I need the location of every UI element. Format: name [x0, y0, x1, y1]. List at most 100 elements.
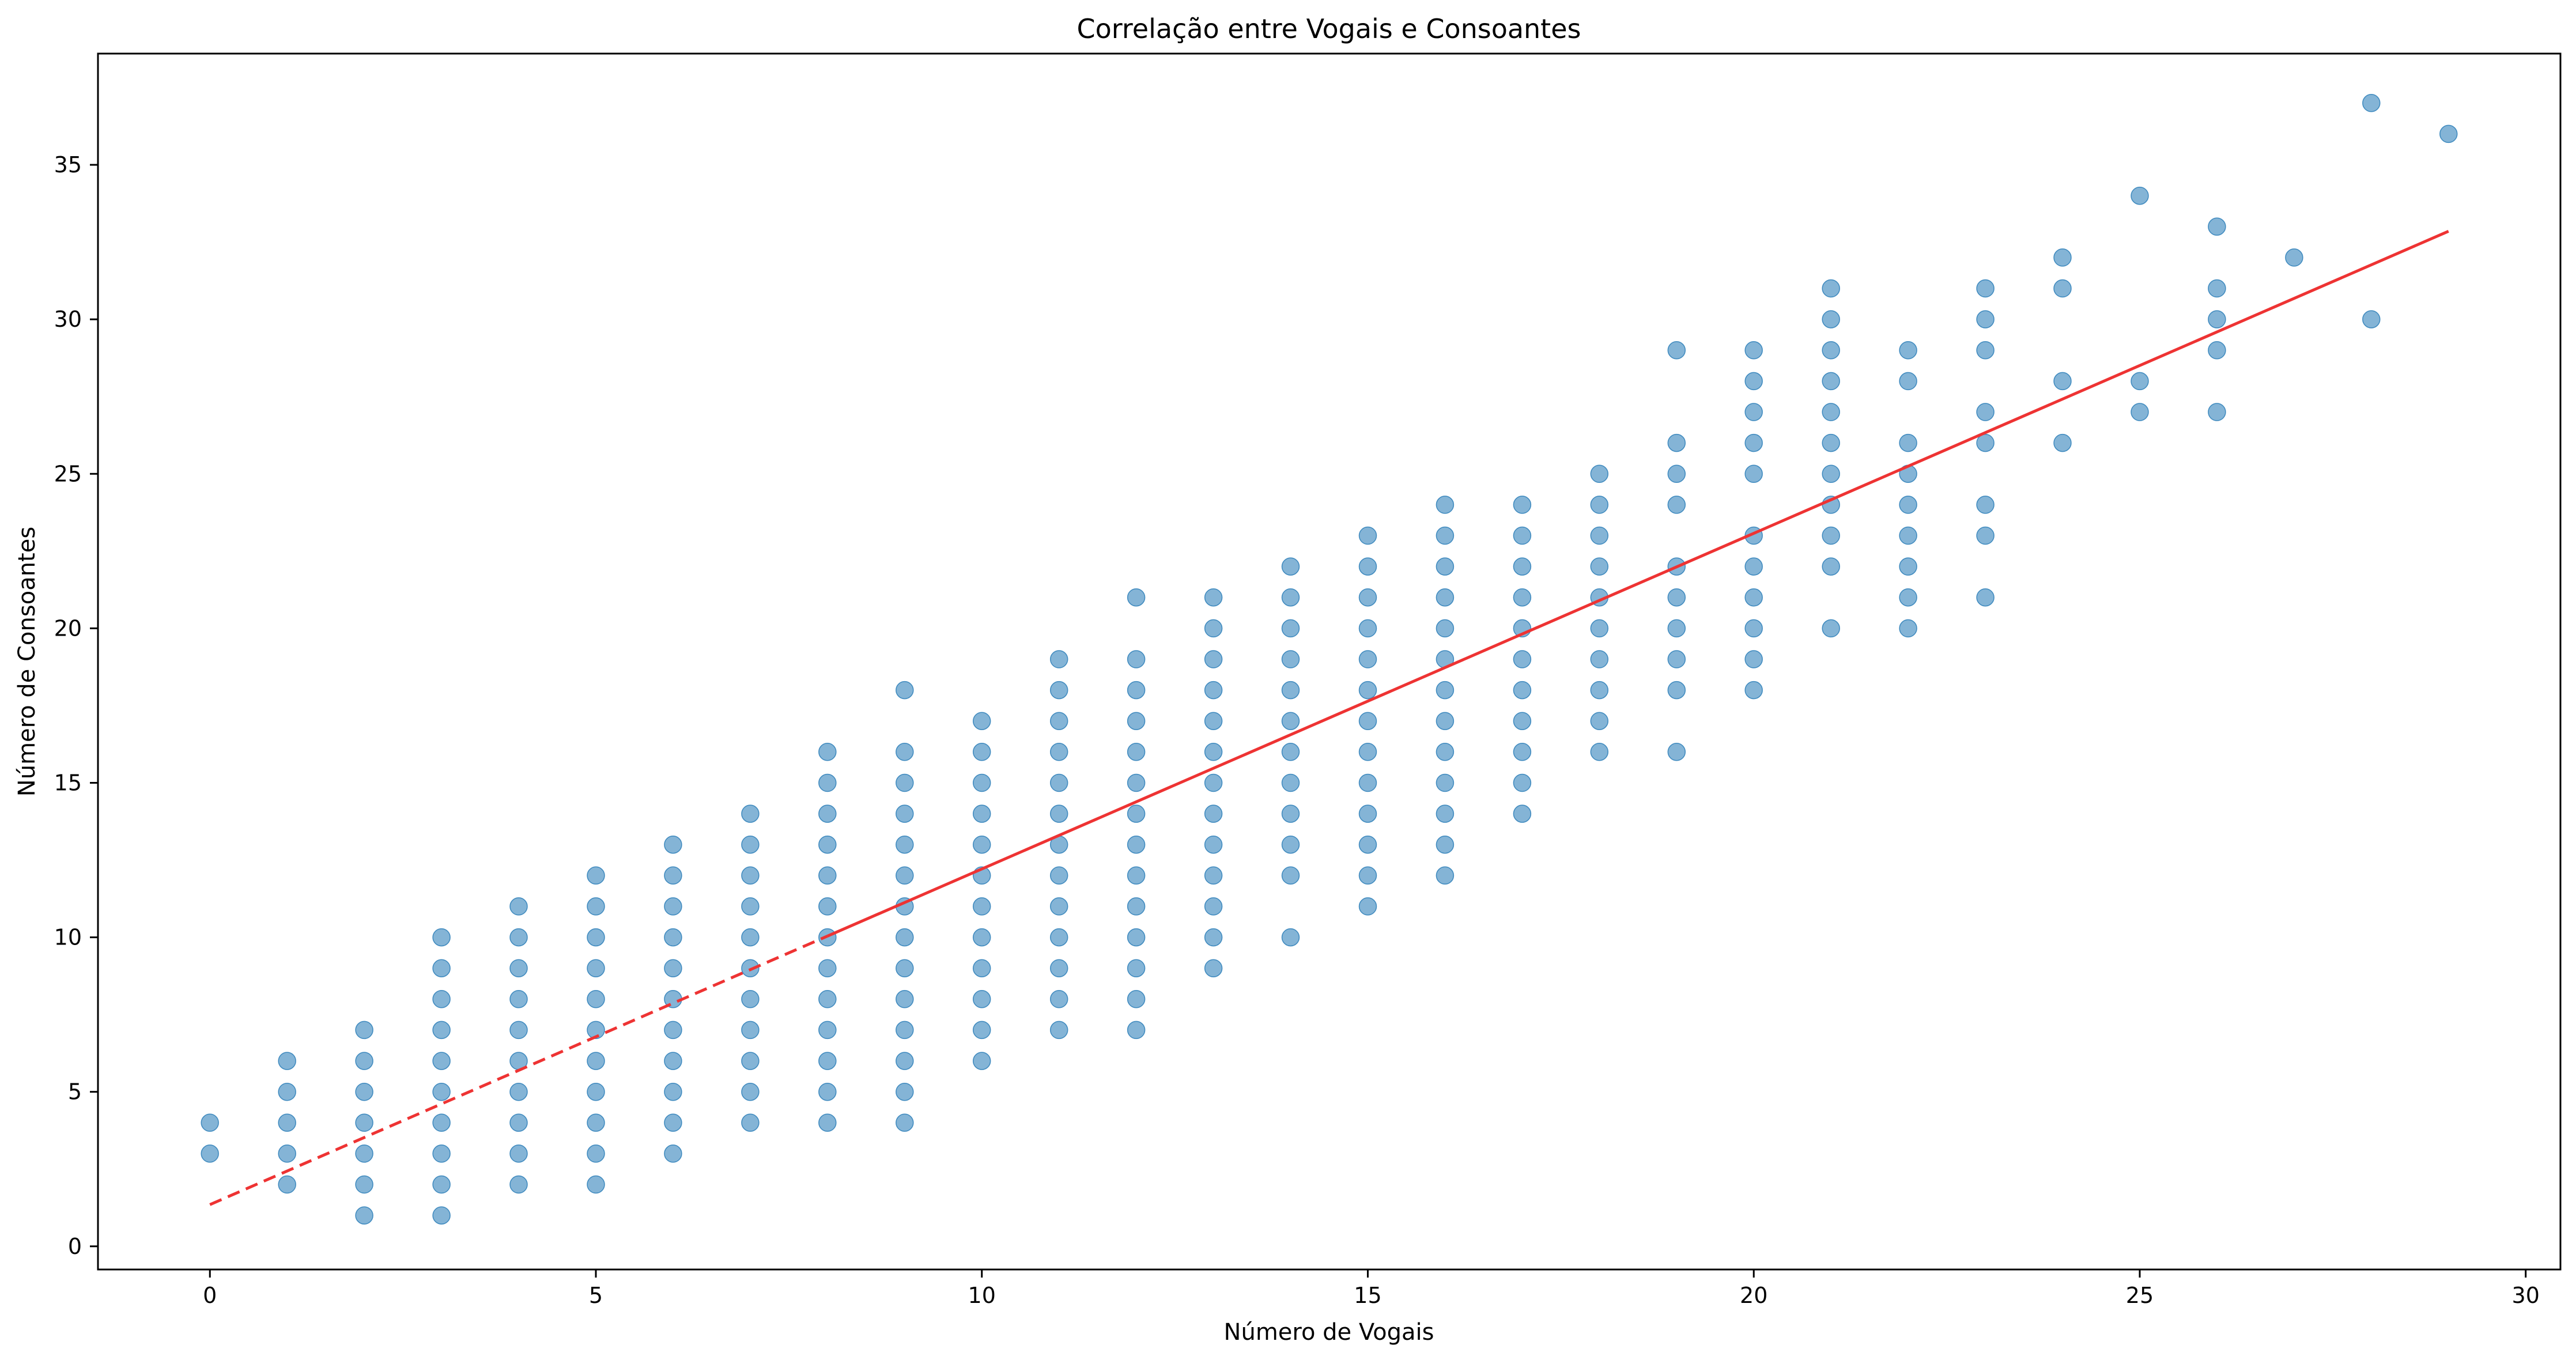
data-point: [201, 1144, 219, 1163]
data-point: [1899, 526, 1917, 545]
data-point: [278, 1082, 296, 1101]
data-point: [587, 866, 605, 885]
data-point: [1049, 650, 1068, 668]
data-point: [1204, 588, 1223, 607]
data-point: [1204, 959, 1223, 977]
data-point: [972, 1021, 991, 1040]
data-point: [1899, 588, 1917, 607]
data-point: [1976, 433, 1995, 452]
data-point: [1822, 557, 1840, 576]
data-point: [432, 1144, 451, 1163]
data-point: [587, 959, 605, 977]
data-point: [1049, 866, 1068, 885]
data-point: [509, 1113, 528, 1132]
data-point: [2208, 403, 2226, 421]
x-tick-label: 10: [968, 1283, 996, 1308]
data-point: [1513, 743, 1532, 761]
data-point: [587, 1082, 605, 1101]
data-point: [1513, 804, 1532, 823]
data-point: [1281, 588, 1300, 607]
data-point: [1590, 557, 1609, 576]
data-point: [1436, 712, 1455, 730]
data-point: [664, 1082, 682, 1101]
data-point: [1358, 526, 1377, 545]
data-point: [509, 1144, 528, 1163]
data-point: [1744, 557, 1763, 576]
data-point: [1667, 619, 1686, 638]
data-point: [1281, 650, 1300, 668]
x-tick-label: 25: [2126, 1283, 2154, 1308]
data-point: [278, 1052, 296, 1070]
data-point: [1204, 619, 1223, 638]
data-point: [1204, 743, 1223, 761]
data-point: [1127, 959, 1146, 977]
data-point: [587, 1113, 605, 1132]
data-point: [1127, 650, 1146, 668]
data-point: [1204, 804, 1223, 823]
data-point: [1822, 403, 1840, 421]
data-point: [278, 1144, 296, 1163]
x-tick-label: 0: [203, 1283, 217, 1308]
data-point: [1899, 433, 1917, 452]
data-point: [664, 897, 682, 916]
data-point: [1590, 619, 1609, 638]
data-point: [1822, 526, 1840, 545]
data-point: [1822, 433, 1840, 452]
data-point: [509, 1021, 528, 1040]
data-point: [818, 959, 837, 977]
data-point: [2053, 248, 2072, 267]
data-point: [972, 897, 991, 916]
data-point: [1358, 835, 1377, 854]
data-point: [1049, 897, 1068, 916]
data-point: [1744, 341, 1763, 360]
x-axis-ticks: 0 5 10 15 20 25 30: [203, 1269, 2540, 1308]
data-point: [1513, 496, 1532, 514]
data-point: [509, 1175, 528, 1194]
data-point: [2208, 279, 2226, 298]
data-point: [896, 1052, 914, 1070]
data-point: [587, 897, 605, 916]
data-point: [1822, 372, 1840, 391]
data-point: [1358, 773, 1377, 792]
data-point: [1358, 866, 1377, 885]
x-tick-label: 20: [1740, 1283, 1767, 1308]
data-point: [1127, 897, 1146, 916]
data-point: [896, 866, 914, 885]
data-point: [1127, 1021, 1146, 1040]
data-point: [1590, 496, 1609, 514]
data-point: [2439, 124, 2458, 143]
data-point: [1358, 681, 1377, 700]
data-point: [972, 712, 991, 730]
data-point: [1976, 279, 1995, 298]
data-point: [818, 1082, 837, 1101]
data-point: [2285, 248, 2303, 267]
x-axis-title: Número de Vogais: [1224, 1319, 1434, 1346]
plot-frame: [97, 52, 2562, 1271]
data-point: [355, 1113, 373, 1132]
data-point: [1204, 897, 1223, 916]
data-point: [355, 1175, 373, 1194]
data-point: [896, 773, 914, 792]
data-point: [509, 928, 528, 947]
data-point: [1281, 681, 1300, 700]
data-point: [1358, 743, 1377, 761]
data-point: [1899, 341, 1917, 360]
data-point: [2131, 403, 2149, 421]
data-point: [818, 804, 837, 823]
data-point: [1281, 835, 1300, 854]
data-point: [741, 1021, 760, 1040]
data-point: [1436, 866, 1455, 885]
data-point: [1436, 526, 1455, 545]
y-tick-label: 5: [68, 1079, 82, 1105]
data-point: [1590, 650, 1609, 668]
data-point: [2053, 372, 2072, 391]
data-point: [972, 1052, 991, 1070]
data-point: [1744, 372, 1763, 391]
data-point: [1513, 588, 1532, 607]
data-point: [896, 1113, 914, 1132]
data-point: [1358, 712, 1377, 730]
data-point: [509, 897, 528, 916]
trend-line-dashed: [209, 935, 828, 1206]
data-point: [896, 835, 914, 854]
data-point: [432, 1206, 451, 1225]
